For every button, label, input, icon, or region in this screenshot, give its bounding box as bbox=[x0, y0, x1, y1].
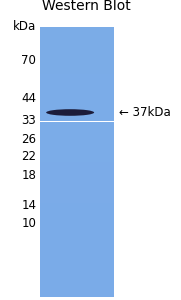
Bar bbox=[40, 135, 114, 138]
Bar bbox=[40, 88, 114, 91]
Bar bbox=[40, 165, 114, 169]
Bar bbox=[40, 37, 114, 41]
Text: kDa: kDa bbox=[13, 20, 36, 34]
Bar bbox=[40, 280, 114, 283]
Bar bbox=[40, 68, 114, 71]
Bar bbox=[40, 213, 114, 216]
Bar bbox=[40, 209, 114, 213]
Bar bbox=[40, 74, 114, 78]
Bar bbox=[40, 145, 114, 148]
Bar bbox=[40, 219, 114, 223]
Text: 18: 18 bbox=[21, 169, 36, 182]
Bar bbox=[40, 226, 114, 230]
Bar bbox=[40, 287, 114, 290]
Bar bbox=[40, 115, 114, 118]
Bar bbox=[40, 57, 114, 61]
Bar bbox=[40, 192, 114, 196]
Bar bbox=[40, 61, 114, 64]
Bar bbox=[40, 81, 114, 84]
Text: 22: 22 bbox=[21, 149, 36, 163]
Bar bbox=[40, 30, 114, 34]
Bar bbox=[40, 101, 114, 105]
Bar bbox=[40, 216, 114, 219]
Bar bbox=[40, 169, 114, 172]
Bar bbox=[40, 199, 114, 203]
Bar bbox=[40, 148, 114, 152]
Bar bbox=[40, 155, 114, 159]
Bar bbox=[40, 94, 114, 98]
Bar bbox=[40, 111, 114, 115]
Bar bbox=[40, 125, 114, 128]
Bar bbox=[40, 284, 114, 287]
Bar bbox=[40, 236, 114, 240]
Bar bbox=[40, 230, 114, 233]
Bar bbox=[40, 98, 114, 101]
Bar bbox=[40, 240, 114, 243]
Bar bbox=[40, 267, 114, 270]
Bar bbox=[40, 172, 114, 176]
Bar bbox=[40, 142, 114, 145]
Text: Western Blot: Western Blot bbox=[42, 0, 130, 14]
Text: 10: 10 bbox=[21, 217, 36, 230]
Bar bbox=[40, 290, 114, 294]
Text: 33: 33 bbox=[22, 113, 36, 127]
Bar bbox=[40, 78, 114, 81]
Bar bbox=[40, 132, 114, 135]
Bar bbox=[40, 260, 114, 263]
Bar bbox=[40, 243, 114, 246]
Bar bbox=[40, 84, 114, 88]
Bar bbox=[40, 246, 114, 250]
Bar bbox=[40, 294, 114, 297]
Bar bbox=[40, 44, 114, 47]
Bar bbox=[40, 118, 114, 122]
Text: 14: 14 bbox=[21, 199, 36, 212]
Bar bbox=[40, 196, 114, 199]
Bar bbox=[40, 179, 114, 182]
Bar bbox=[40, 176, 114, 179]
Text: 44: 44 bbox=[21, 92, 36, 106]
Bar bbox=[40, 71, 114, 74]
Bar bbox=[40, 273, 114, 277]
Bar bbox=[40, 223, 114, 226]
Bar bbox=[40, 250, 114, 253]
Text: 70: 70 bbox=[21, 53, 36, 67]
Bar bbox=[40, 47, 114, 51]
Text: ← 37kDa: ← 37kDa bbox=[119, 106, 170, 119]
Bar bbox=[40, 162, 114, 165]
Bar bbox=[40, 27, 114, 30]
Bar bbox=[40, 277, 114, 280]
Bar bbox=[40, 34, 114, 37]
Bar bbox=[40, 51, 114, 54]
Ellipse shape bbox=[46, 109, 94, 116]
Bar bbox=[40, 233, 114, 236]
Bar bbox=[40, 263, 114, 267]
Bar bbox=[40, 182, 114, 186]
Text: 26: 26 bbox=[21, 133, 36, 146]
Bar bbox=[40, 256, 114, 260]
Bar bbox=[40, 91, 114, 94]
Bar bbox=[40, 108, 114, 111]
Bar bbox=[40, 54, 114, 57]
Bar bbox=[40, 138, 114, 142]
Bar bbox=[40, 122, 114, 125]
Bar bbox=[40, 206, 114, 209]
Bar bbox=[40, 152, 114, 155]
Bar bbox=[40, 159, 114, 162]
Bar bbox=[40, 64, 114, 68]
Bar bbox=[40, 128, 114, 132]
Bar bbox=[40, 253, 114, 256]
Bar bbox=[40, 189, 114, 192]
Bar bbox=[40, 186, 114, 189]
Bar bbox=[40, 202, 114, 206]
Bar bbox=[40, 40, 114, 44]
Bar bbox=[40, 270, 114, 273]
Bar bbox=[40, 105, 114, 108]
